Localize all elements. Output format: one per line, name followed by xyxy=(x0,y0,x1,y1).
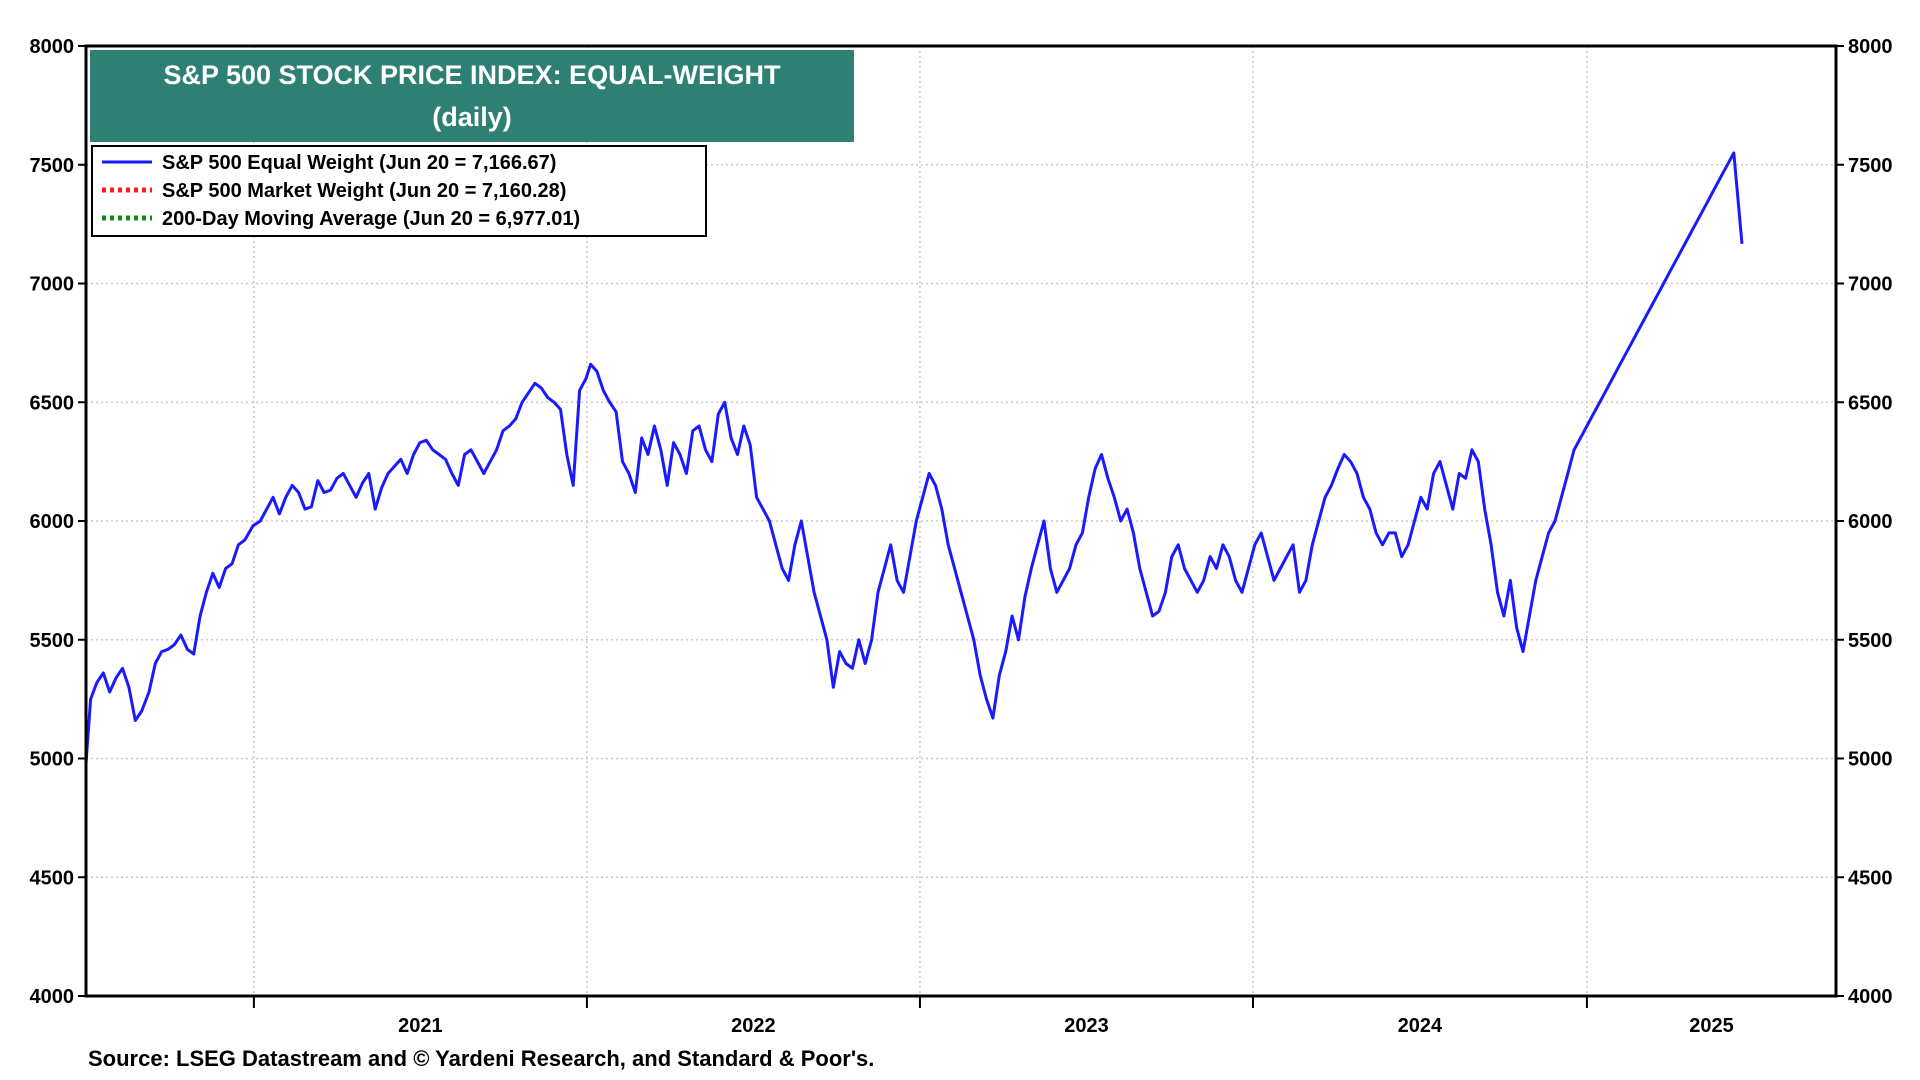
y-tick-label-right: 4000 xyxy=(1848,986,1893,1008)
y-axis-right: 4000 4500 5000 5500 6000 6500 7000 7500 8000 xyxy=(1836,36,1893,1008)
y-tick-label-left: 6000 xyxy=(30,511,75,533)
y-tick-label-right: 8000 xyxy=(1848,36,1893,58)
legend-label-moving-average: 200-Day Moving Average (Jun 20 = 6,977.0… xyxy=(162,208,580,230)
x-tick-label: 2024 xyxy=(1398,1015,1443,1037)
y-tick-label-left: 4000 xyxy=(30,986,75,1008)
y-tick-label-left: 7500 xyxy=(30,155,75,177)
y-axis-left: 4000 4500 5000 5500 6000 6500 7000 7500 8000 xyxy=(30,36,86,1008)
y-tick-label-right: 5500 xyxy=(1848,630,1893,652)
chart-subtitle: (daily) xyxy=(432,102,512,132)
y-tick-label-right: 7000 xyxy=(1848,274,1893,296)
legend-box xyxy=(91,145,707,237)
x-tick-label: 2022 xyxy=(731,1015,776,1037)
y-tick-label-left: 5500 xyxy=(30,630,75,652)
y-tick-label-right: 6000 xyxy=(1848,511,1893,533)
y-tick-label-left: 7000 xyxy=(30,274,75,296)
legend: S&P 500 Equal Weight (Jun 20 = 7,166.67)… xyxy=(91,145,707,237)
legend-label-market-weight: S&P 500 Market Weight (Jun 20 = 7,160.28… xyxy=(162,180,566,202)
chart-title: S&P 500 STOCK PRICE INDEX: EQUAL-WEIGHT xyxy=(163,60,781,90)
y-tick-label-right: 4500 xyxy=(1848,867,1893,889)
series-line-0 xyxy=(84,151,1744,764)
y-tick-label-right: 6500 xyxy=(1848,392,1893,414)
x-tick-label: 2021 xyxy=(398,1015,443,1037)
title-box: S&P 500 STOCK PRICE INDEX: EQUAL-WEIGHT … xyxy=(90,50,854,142)
y-tick-label-right: 5000 xyxy=(1848,749,1893,771)
title-background xyxy=(90,50,854,142)
y-tick-label-left: 4500 xyxy=(30,867,75,889)
x-axis: 2021 2022 2023 2024 2025 xyxy=(252,996,1734,1037)
source-note: Source: LSEG Datastream and © Yardeni Re… xyxy=(88,1046,875,1071)
series-layer xyxy=(84,151,1744,764)
y-tick-label-left: 6500 xyxy=(30,392,75,414)
x-tick-label: 2023 xyxy=(1064,1015,1109,1037)
legend-label-equal-weight: S&P 500 Equal Weight (Jun 20 = 7,166.67) xyxy=(162,152,556,174)
y-tick-label-left: 5000 xyxy=(30,749,75,771)
x-tick-label: 2025 xyxy=(1689,1015,1734,1037)
y-tick-label-left: 8000 xyxy=(30,36,75,58)
y-tick-label-right: 7500 xyxy=(1848,155,1893,177)
